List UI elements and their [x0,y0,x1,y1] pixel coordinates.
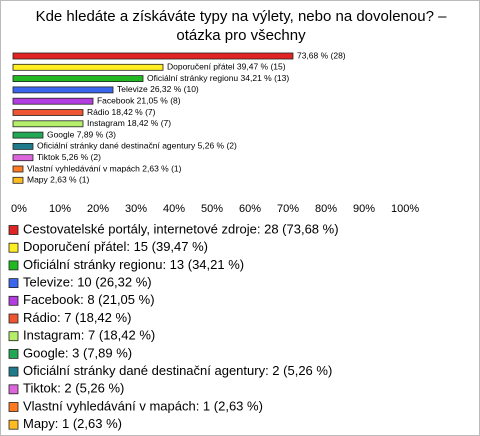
value-label: Tiktok 5,26 % (2) [37,152,101,162]
legend-swatch [8,348,19,359]
x-tick-label: 40% [163,203,185,215]
x-tick-label: 90% [353,203,375,215]
value-label: Instagram 18,42 % (7) [87,118,171,128]
x-tick-label: 80% [315,203,337,215]
legend-swatch [8,225,19,235]
bar [12,131,44,139]
x-tick-label: 0% [11,203,27,215]
value-label: Facebook 21,05 % (8) [97,95,181,105]
x-tick-label: 50% [201,203,223,215]
value-label: Oficiální stránky regionu 34,21 % (13) [147,73,289,83]
bar [12,154,34,162]
legend-swatch [8,384,19,395]
x-tick-label: 10% [49,203,71,215]
bar [12,142,34,150]
x-tick-label: 60% [239,203,261,215]
value-label: Televize 26,32 % (10) [117,84,199,94]
bar [12,63,164,71]
legend-label: Vlastní vyhledávání v mapách: 1 (2,63 %) [23,398,263,413]
legend-swatch [8,366,19,377]
legend-label: Tiktok: 2 (5,26 %) [23,381,124,396]
legend-label: Oficiální stránky dané destinační agentu… [23,363,332,378]
legend-label: Doporučení přátel: 15 (39,47 %) [23,239,208,254]
x-tick-label: 30% [125,203,147,215]
legend-swatch [8,278,19,289]
bar [12,86,114,94]
legend-label: Mapy: 1 (2,63 %) [23,416,122,431]
legend-label: Televize: 10 (26,32 %) [23,275,152,290]
value-label: Google 7,89 % (3) [47,129,116,139]
legend-label: Cestovatelské portály, internetové zdroj… [23,221,339,236]
x-tick-label: 20% [87,203,109,215]
bar [12,109,84,116]
legend-swatch [8,402,19,412]
value-label: Rádio 18,42 % (7) [87,107,156,117]
legend-swatch [8,242,19,253]
legend-swatch [8,295,19,306]
x-tick-label: 70% [277,203,299,215]
legend-label: Instagram: 7 (18,42 %) [23,328,155,343]
chart-title: Kde hledáte a získáváte typy na výlety, … [35,8,447,44]
bar [12,52,294,60]
bar [12,75,144,82]
bar [12,120,84,128]
value-label: Oficiální stránky dané destinační agentu… [37,141,237,151]
bar [12,165,24,173]
legend-label: Oficiální stránky regionu: 13 (34,21 %) [23,257,244,272]
legend-label: Rádio: 7 (18,42 %) [23,310,131,325]
value-label: 73,68 % (28) [297,50,346,60]
value-label: Vlastní vyhledávání v mapách 2,63 % (1) [27,163,182,173]
legend-swatch [8,313,19,324]
bar [12,97,94,105]
legend-swatch [8,331,19,342]
bar [12,176,24,184]
value-label: Doporučení přátel 39,47 % (15) [167,62,286,72]
x-tick-label: 100% [391,203,419,215]
legend-label: Facebook: 8 (21,05 %) [23,292,155,307]
legend-swatch [8,260,19,271]
legend-label: Google: 3 (7,89 %) [23,345,132,360]
legend-swatch [8,419,19,430]
value-label: Mapy 2,63 % (1) [27,175,90,185]
